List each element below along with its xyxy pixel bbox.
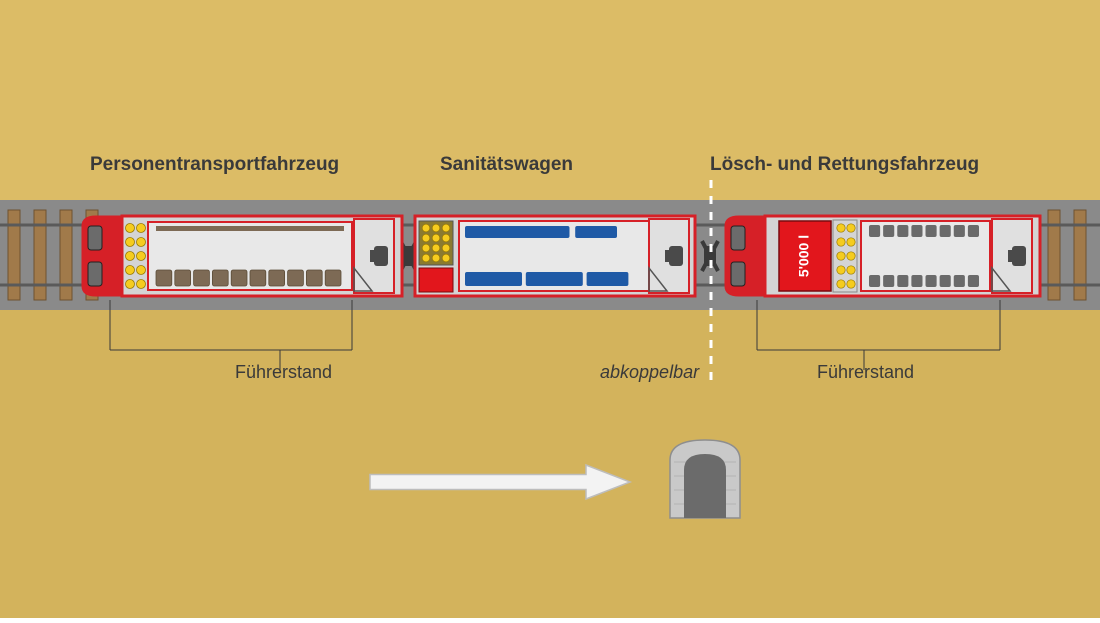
label-abkoppelbar: abkoppelbar <box>600 362 700 382</box>
fuhrerstand-cab <box>354 219 394 293</box>
fuhrerstand-cab <box>649 219 689 293</box>
tunnel-icon <box>670 440 740 518</box>
tank-label: 5'000 l <box>796 235 812 277</box>
diagram-canvas: 5'000 l Personentransportfahrzeug Sanitäts… <box>0 0 1100 618</box>
fuhrerstand-cab <box>992 219 1032 293</box>
bg-lower <box>0 310 1100 618</box>
car3: 5'000 l <box>725 216 1040 296</box>
label-fuhrerstand-2: Führerstand <box>817 362 914 382</box>
car1 <box>82 216 402 296</box>
label-car1: Personentransportfahrzeug <box>90 154 339 175</box>
label-car3: Lösch- und Rettungsfahrzeug <box>710 154 979 175</box>
car2 <box>415 216 695 296</box>
label-car2: Sanitätswagen <box>440 154 573 175</box>
label-fuhrerstand-1: Führerstand <box>235 362 332 382</box>
